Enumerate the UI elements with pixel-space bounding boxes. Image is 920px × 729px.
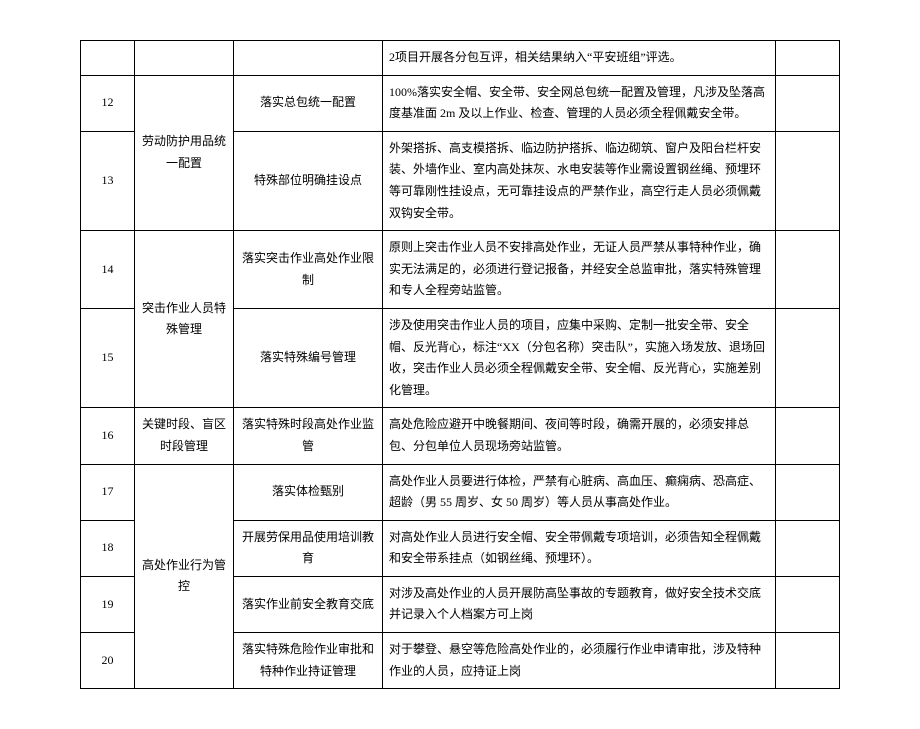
item-cell: 落实作业前安全教育交底 <box>234 576 383 632</box>
remark-cell <box>776 308 840 407</box>
remark-cell <box>776 131 840 230</box>
row-index: 13 <box>81 131 135 230</box>
item-cell <box>234 41 383 76</box>
description-cell: 原则上突击作业人员不安排高处作业，无证人员严禁从事特种作业，确实无法满足的，必须… <box>383 231 776 309</box>
description-cell: 高处作业人员要进行体检，严禁有心脏病、高血压、癫痫病、恐高症、超龄（男 55 周… <box>383 464 776 520</box>
remark-cell <box>776 408 840 464</box>
remark-cell <box>776 576 840 632</box>
group-cell <box>135 41 234 76</box>
row-index: 12 <box>81 75 135 131</box>
table-row: 2项目开展各分包互评，相关结果纳入“平安班组”评选。 <box>81 41 840 76</box>
description-cell: 涉及使用突击作业人员的项目，应集中采购、定制一批安全带、安全帽、反光背心，标注“… <box>383 308 776 407</box>
description-cell: 对高处作业人员进行安全帽、安全带佩戴专项培训，必须告知全程佩戴和安全带系挂点（如… <box>383 520 776 576</box>
group-cell: 突击作业人员特殊管理 <box>135 231 234 408</box>
row-index: 18 <box>81 520 135 576</box>
row-index: 15 <box>81 308 135 407</box>
row-index: 16 <box>81 408 135 464</box>
description-cell: 外架搭拆、高支模搭拆、临边防护搭拆、临边砌筑、窗户及阳台栏杆安装、外墙作业、室内… <box>383 131 776 230</box>
description-cell: 100%落实安全帽、安全带、安全网总包统一配置及管理，凡涉及坠落高度基准面 2m… <box>383 75 776 131</box>
table-row: 16关键时段、盲区时段管理落实特殊时段高处作业监管高处危险应避开中晚餐期间、夜间… <box>81 408 840 464</box>
item-cell: 落实突击作业高处作业限制 <box>234 231 383 309</box>
item-cell: 落实特殊时段高处作业监管 <box>234 408 383 464</box>
item-cell: 特殊部位明确挂设点 <box>234 131 383 230</box>
description-cell: 高处危险应避开中晚餐期间、夜间等时段，确需开展的，必须安排总包、分包单位人员现场… <box>383 408 776 464</box>
item-cell: 落实特殊危险作业审批和特种作业持证管理 <box>234 633 383 689</box>
group-cell: 高处作业行为管控 <box>135 464 234 689</box>
row-index <box>81 41 135 76</box>
row-index: 19 <box>81 576 135 632</box>
item-cell: 落实特殊编号管理 <box>234 308 383 407</box>
safety-measures-table: 2项目开展各分包互评，相关结果纳入“平安班组”评选。12劳动防护用品统一配置落实… <box>80 40 840 689</box>
row-index: 20 <box>81 633 135 689</box>
table-row: 14突击作业人员特殊管理落实突击作业高处作业限制原则上突击作业人员不安排高处作业… <box>81 231 840 309</box>
item-cell: 落实总包统一配置 <box>234 75 383 131</box>
remark-cell <box>776 231 840 309</box>
group-cell: 劳动防护用品统一配置 <box>135 75 234 231</box>
remark-cell <box>776 520 840 576</box>
description-cell: 对于攀登、悬空等危险高处作业的，必须履行作业申请审批，涉及特种作业的人员，应持证… <box>383 633 776 689</box>
item-cell: 开展劳保用品使用培训教育 <box>234 520 383 576</box>
remark-cell <box>776 633 840 689</box>
description-cell: 对涉及高处作业的人员开展防高坠事故的专题教育，做好安全技术交底并记录入个人档案方… <box>383 576 776 632</box>
remark-cell <box>776 464 840 520</box>
remark-cell <box>776 75 840 131</box>
group-cell: 关键时段、盲区时段管理 <box>135 408 234 464</box>
row-index: 14 <box>81 231 135 309</box>
remark-cell <box>776 41 840 76</box>
item-cell: 落实体检甄别 <box>234 464 383 520</box>
row-index: 17 <box>81 464 135 520</box>
table-row: 17高处作业行为管控落实体检甄别高处作业人员要进行体检，严禁有心脏病、高血压、癫… <box>81 464 840 520</box>
description-cell: 2项目开展各分包互评，相关结果纳入“平安班组”评选。 <box>383 41 776 76</box>
table-row: 12劳动防护用品统一配置落实总包统一配置100%落实安全帽、安全带、安全网总包统… <box>81 75 840 131</box>
